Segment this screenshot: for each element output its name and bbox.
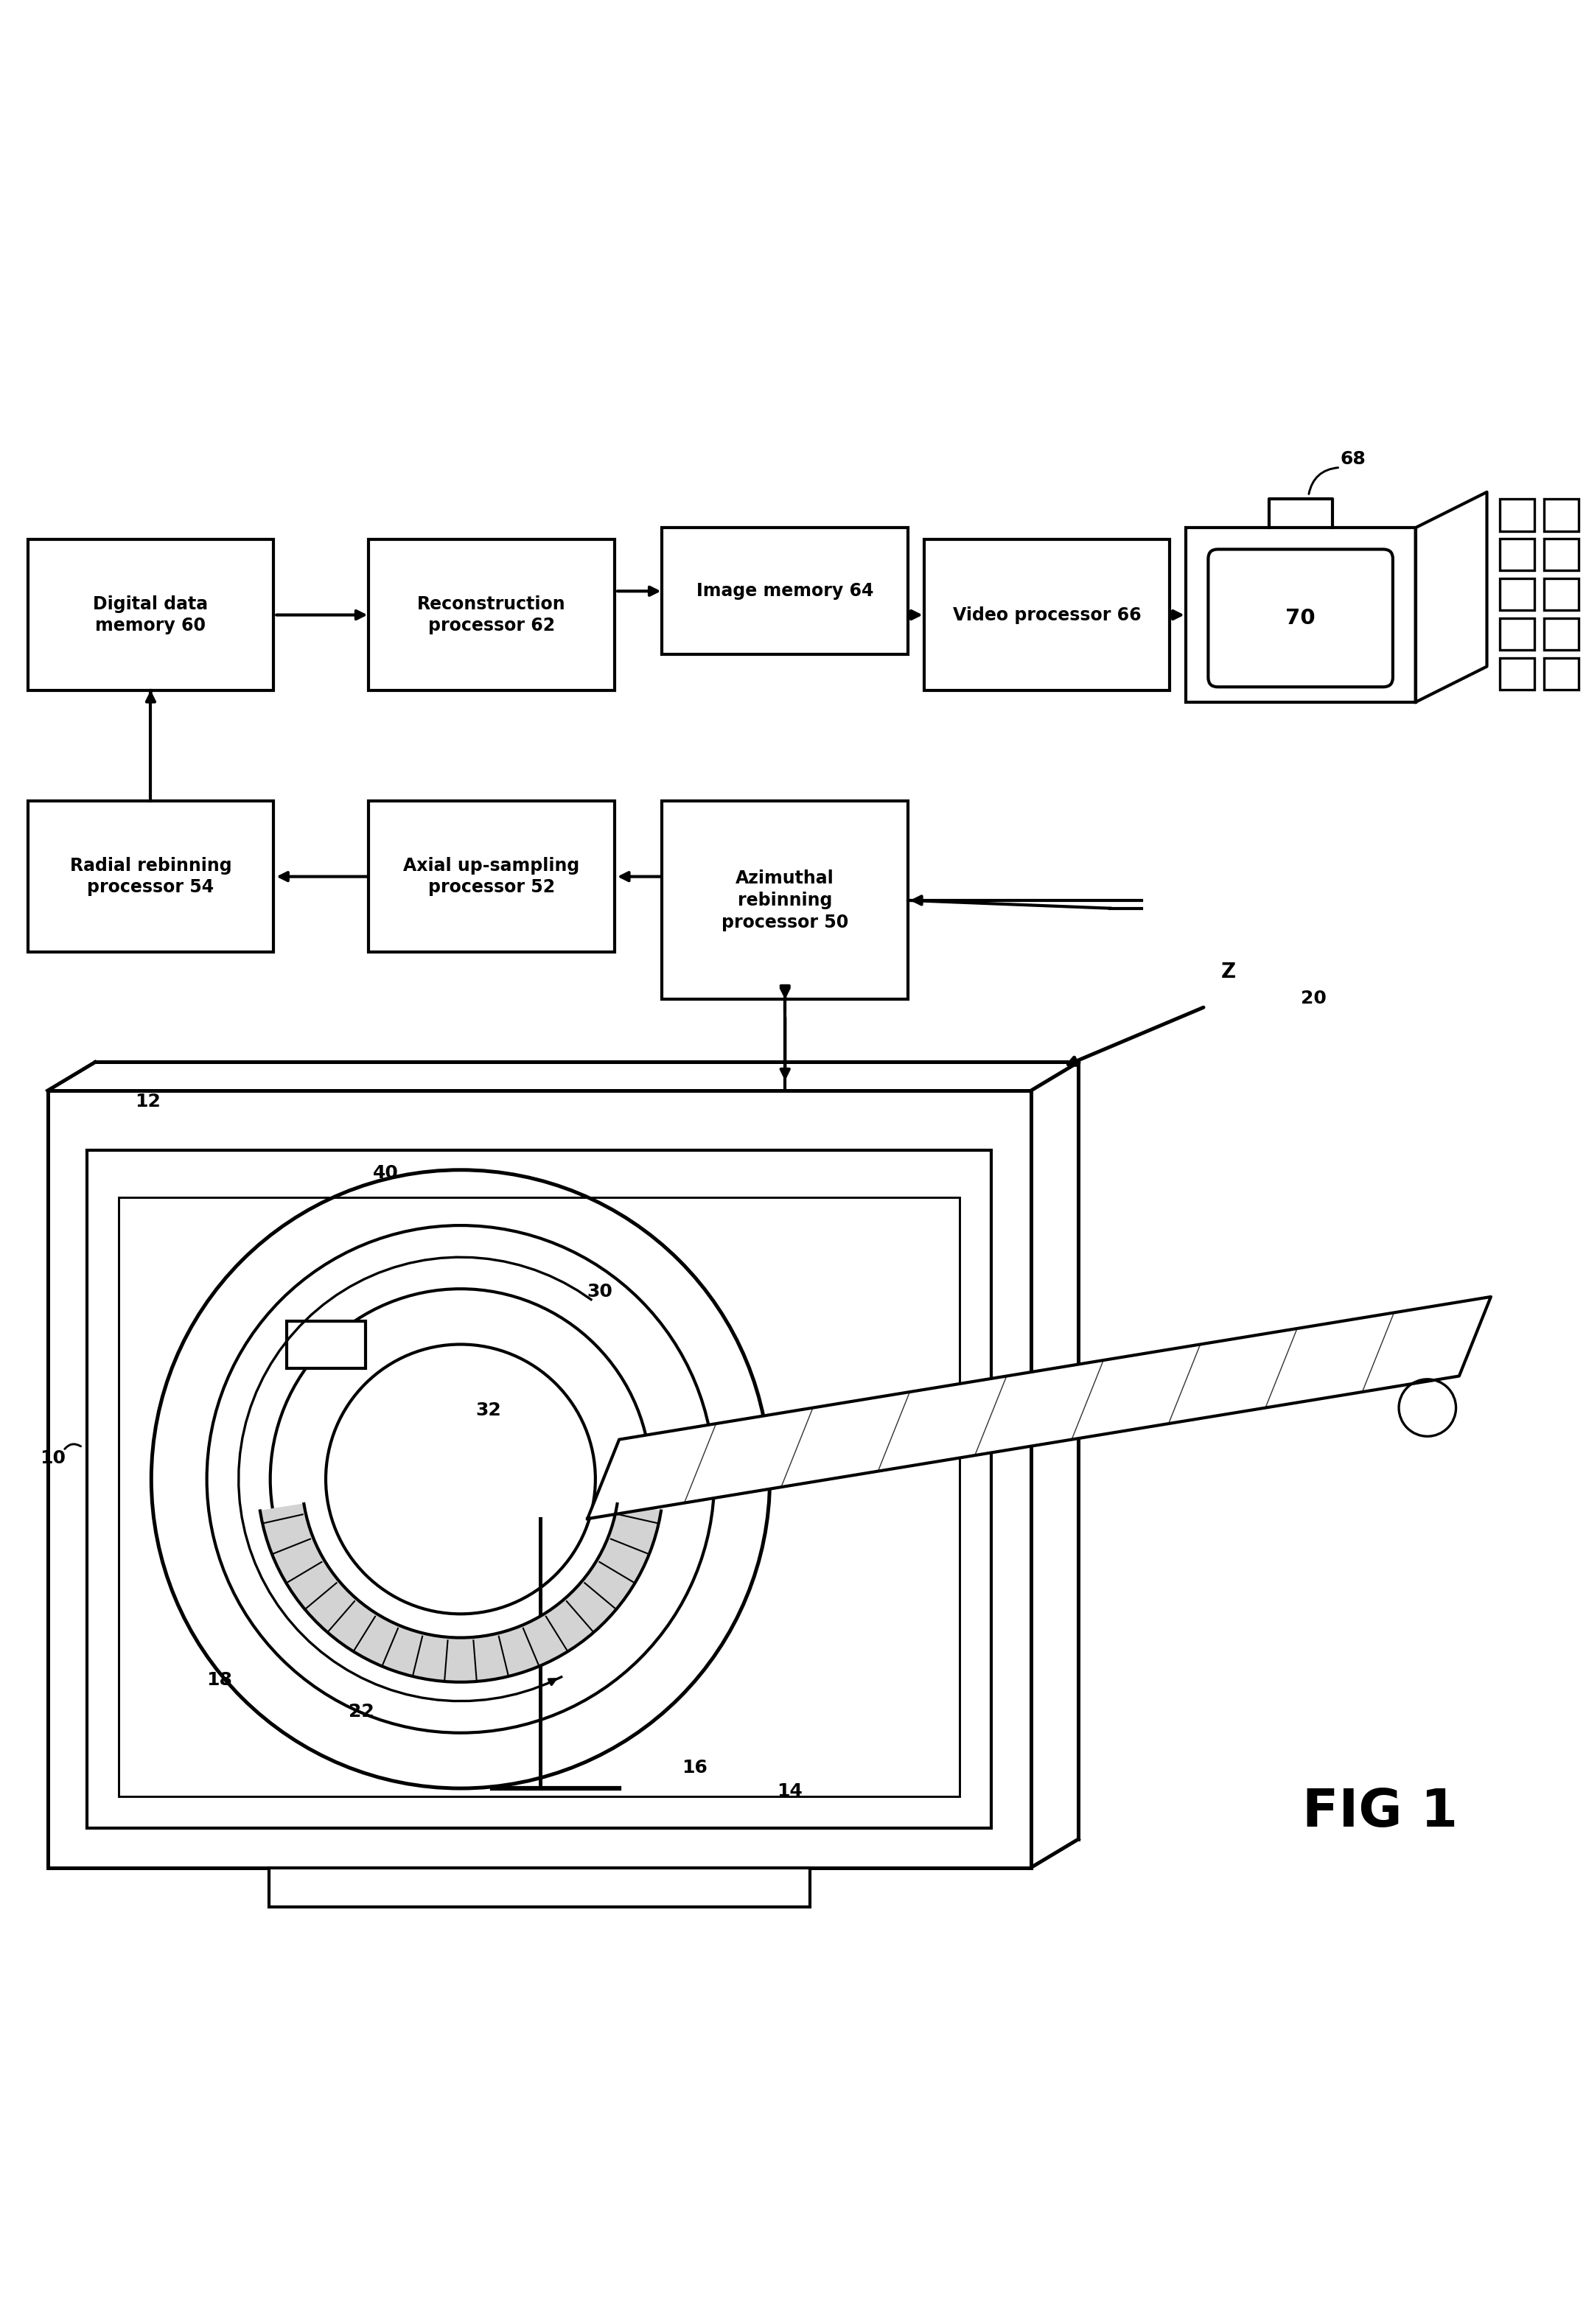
FancyBboxPatch shape xyxy=(1185,528,1415,702)
Text: Axial up-sampling
processor 52: Axial up-sampling processor 52 xyxy=(403,858,580,897)
Text: Reconstruction
processor 62: Reconstruction processor 62 xyxy=(417,595,566,634)
FancyBboxPatch shape xyxy=(48,1090,1031,1868)
FancyBboxPatch shape xyxy=(287,1320,366,1369)
FancyBboxPatch shape xyxy=(1545,500,1580,530)
Polygon shape xyxy=(260,1504,661,1683)
Text: Z: Z xyxy=(1221,962,1235,983)
Text: 12: 12 xyxy=(135,1092,160,1111)
Text: 68: 68 xyxy=(1340,451,1366,467)
Text: Digital data
memory 60: Digital data memory 60 xyxy=(94,595,208,634)
FancyBboxPatch shape xyxy=(661,802,907,999)
Text: 30: 30 xyxy=(587,1283,612,1301)
Text: FIG 1: FIG 1 xyxy=(1302,1787,1458,1838)
Text: Image memory 64: Image memory 64 xyxy=(696,583,874,600)
FancyBboxPatch shape xyxy=(368,539,614,690)
FancyBboxPatch shape xyxy=(661,528,907,655)
FancyBboxPatch shape xyxy=(268,1868,809,1908)
Text: 14: 14 xyxy=(777,1783,803,1801)
FancyBboxPatch shape xyxy=(29,539,273,690)
FancyBboxPatch shape xyxy=(1500,539,1534,569)
FancyBboxPatch shape xyxy=(1545,618,1580,651)
Polygon shape xyxy=(587,1297,1491,1520)
Polygon shape xyxy=(1415,493,1488,702)
FancyBboxPatch shape xyxy=(1545,579,1580,611)
Text: 40: 40 xyxy=(373,1164,398,1181)
FancyBboxPatch shape xyxy=(29,802,273,953)
FancyBboxPatch shape xyxy=(1545,539,1580,569)
FancyBboxPatch shape xyxy=(923,539,1170,690)
Text: 32: 32 xyxy=(476,1401,501,1420)
Text: 18: 18 xyxy=(206,1671,232,1690)
Text: Video processor 66: Video processor 66 xyxy=(953,607,1140,623)
FancyBboxPatch shape xyxy=(119,1197,960,1796)
FancyBboxPatch shape xyxy=(1209,548,1393,688)
Text: 16: 16 xyxy=(682,1759,707,1776)
FancyBboxPatch shape xyxy=(1500,579,1534,611)
FancyBboxPatch shape xyxy=(1545,658,1580,690)
Text: 10: 10 xyxy=(40,1450,65,1466)
Text: 22: 22 xyxy=(349,1703,374,1720)
FancyBboxPatch shape xyxy=(368,802,614,953)
Text: Radial rebinning
processor 54: Radial rebinning processor 54 xyxy=(70,858,232,897)
Text: 20: 20 xyxy=(1301,990,1326,1006)
FancyBboxPatch shape xyxy=(1500,658,1534,690)
FancyBboxPatch shape xyxy=(1500,500,1534,530)
FancyBboxPatch shape xyxy=(1500,618,1534,651)
Text: 70: 70 xyxy=(1286,609,1315,627)
FancyBboxPatch shape xyxy=(87,1150,991,1829)
Text: Azimuthal
rebinning
processor 50: Azimuthal rebinning processor 50 xyxy=(722,869,849,932)
